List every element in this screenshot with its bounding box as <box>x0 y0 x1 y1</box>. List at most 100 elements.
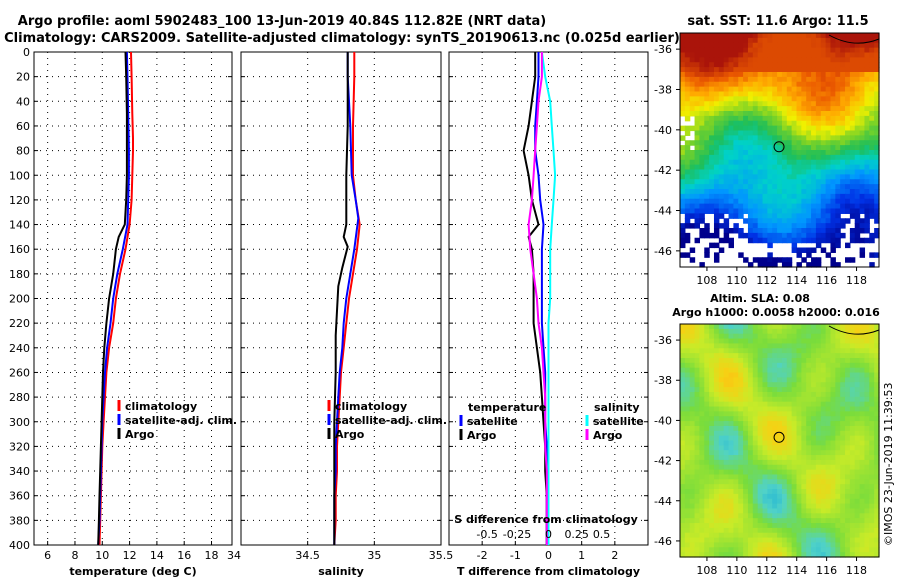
map-cell <box>859 140 866 146</box>
map-cell <box>874 208 880 214</box>
map-cell <box>874 52 880 58</box>
map-cell <box>830 382 836 388</box>
map-cell <box>786 552 793 558</box>
map-cell <box>864 81 870 88</box>
map-cell <box>806 213 812 219</box>
map-cell <box>806 459 812 466</box>
map-cell <box>752 401 759 408</box>
map-cell <box>684 445 691 451</box>
map-cell <box>694 42 701 49</box>
map-cell <box>825 542 832 548</box>
map-cell <box>806 91 812 97</box>
map-cell <box>738 232 744 239</box>
map-cell <box>709 154 715 161</box>
map-cell <box>845 527 851 534</box>
map-cell <box>689 343 696 349</box>
map-cell <box>718 430 725 437</box>
map-cell <box>786 174 793 180</box>
map-cell <box>723 459 730 466</box>
map-cell <box>723 169 730 175</box>
map-cell <box>849 42 856 49</box>
map-cell <box>796 552 802 558</box>
map-cell <box>786 489 793 495</box>
map-cell <box>806 120 812 127</box>
map-cell <box>777 382 783 388</box>
map-cell <box>811 52 817 58</box>
map-cell <box>825 76 832 83</box>
map-cell <box>728 213 734 219</box>
map-cell <box>796 469 802 476</box>
map-cell <box>820 421 827 427</box>
map-cell <box>777 203 783 210</box>
map-cell <box>791 76 798 83</box>
map-cell <box>680 72 686 78</box>
map-cell <box>820 33 827 39</box>
map-cell <box>733 47 739 54</box>
map-cell <box>777 81 783 88</box>
map-cell <box>786 76 793 83</box>
map-cell <box>684 115 691 122</box>
map-cell <box>811 411 817 417</box>
map-cell <box>733 508 739 514</box>
map-cell <box>777 106 783 112</box>
map-cell <box>801 338 807 345</box>
map-cell <box>772 198 778 205</box>
map-cell <box>689 338 696 345</box>
map-cell <box>806 86 812 93</box>
map-cell <box>743 411 749 417</box>
map-cell <box>869 493 875 500</box>
map-cell <box>791 324 798 330</box>
map-cell <box>728 140 734 146</box>
map-cell <box>743 459 749 466</box>
map-cell <box>801 125 807 132</box>
map-cell <box>723 184 730 190</box>
map-cell <box>806 111 812 117</box>
map-cell <box>728 125 734 132</box>
map-cell <box>786 537 793 544</box>
map-cell <box>854 174 861 180</box>
map-cell <box>840 421 846 427</box>
map-cell <box>801 518 807 524</box>
map-cell <box>835 228 841 234</box>
map-cell <box>830 262 836 268</box>
map-cell <box>786 372 793 378</box>
map-cell <box>796 391 802 398</box>
map-cell <box>801 81 807 88</box>
map-cell <box>811 164 817 171</box>
map-cell <box>713 257 720 263</box>
map-cell <box>777 33 783 39</box>
map-cell <box>752 193 759 200</box>
map-cell <box>767 52 773 58</box>
map-cell <box>864 52 870 58</box>
map-cell <box>772 237 778 244</box>
map-cell <box>752 37 759 44</box>
map-cell <box>699 232 705 239</box>
map-cell <box>786 328 793 335</box>
map-cell <box>845 401 851 408</box>
map-cell <box>830 367 836 374</box>
map-cell <box>680 154 686 161</box>
map-cell <box>713 396 720 403</box>
map-cell <box>757 223 764 229</box>
map-cell <box>689 416 696 422</box>
map-cell <box>738 42 744 49</box>
map-cell <box>704 440 710 446</box>
map-cell <box>689 532 696 539</box>
map-cell <box>801 401 807 408</box>
map-cell <box>733 532 739 539</box>
map-cell <box>781 125 788 132</box>
map-cell <box>820 343 827 349</box>
map-cell <box>762 52 768 58</box>
map-cell <box>830 479 836 485</box>
map-cell <box>786 96 793 102</box>
map-cell <box>762 130 768 136</box>
map-cell <box>743 81 749 88</box>
map-cell <box>723 333 730 340</box>
map-cell <box>859 91 866 97</box>
map-cell <box>815 91 822 97</box>
map-cell <box>815 348 822 354</box>
map-cell <box>830 232 836 239</box>
map-cell <box>854 527 861 534</box>
map-cell <box>699 169 705 175</box>
